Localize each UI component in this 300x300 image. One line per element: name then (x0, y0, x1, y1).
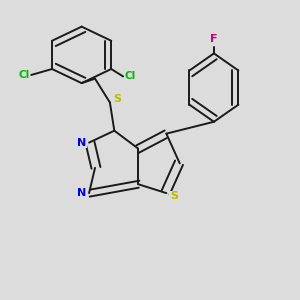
Text: S: S (170, 191, 178, 201)
Text: Cl: Cl (125, 71, 136, 81)
Text: Cl: Cl (18, 70, 29, 80)
Text: N: N (77, 138, 86, 148)
Text: F: F (210, 34, 218, 44)
Text: S: S (113, 94, 121, 104)
Text: N: N (77, 188, 86, 198)
